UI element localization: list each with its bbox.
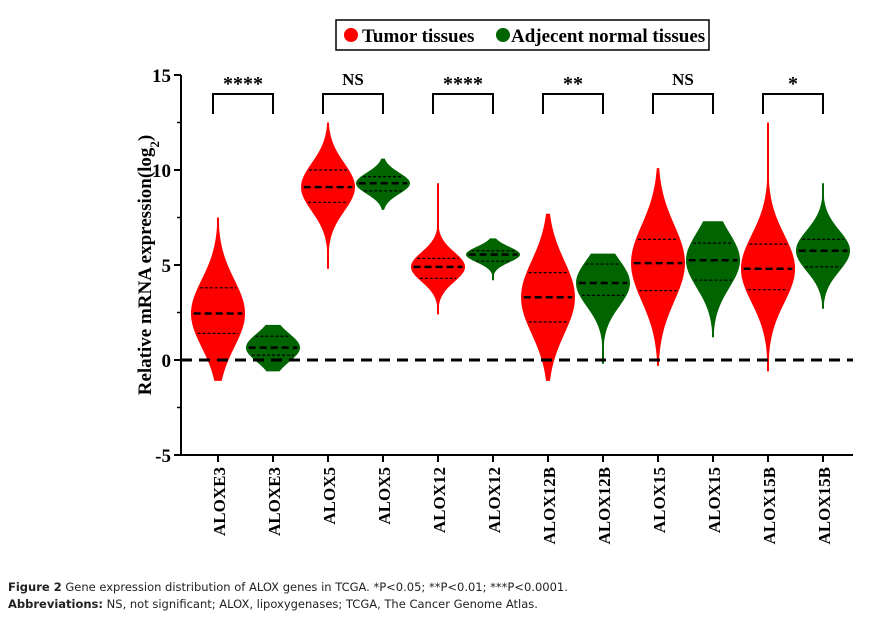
x-tick-label: ALOXE3	[265, 467, 284, 536]
x-tick-label: ALOX12	[430, 467, 449, 533]
x-tick-label: ALOX12B	[595, 467, 614, 544]
abbreviations-text: NS, not significant; ALOX, lipoxygenases…	[103, 597, 538, 611]
significance-brackets: **** NS **** ** NS *	[212, 70, 824, 114]
violin	[191, 217, 245, 381]
significance-bracket	[432, 93, 494, 114]
x-tick-label: ALOX5	[375, 467, 394, 525]
significance-label: **	[563, 73, 583, 95]
significance-label: *	[788, 73, 798, 95]
violin-body	[411, 183, 465, 315]
violin	[466, 238, 520, 281]
violin	[741, 122, 795, 372]
violin	[686, 221, 740, 338]
significance-label: ****	[223, 73, 263, 95]
violin-body	[191, 217, 245, 381]
legend-marker-normal	[496, 28, 510, 42]
x-tick-label: ALOXE3	[210, 467, 229, 536]
violin-body	[796, 183, 850, 309]
legend-box	[335, 19, 710, 51]
significance-bracket	[652, 93, 714, 114]
violin	[796, 183, 850, 309]
x-tick-label: ALOX15	[650, 467, 669, 533]
violin-body	[741, 122, 795, 372]
y-tick-label: 15	[152, 66, 171, 87]
significance-bracket	[762, 93, 824, 114]
y-tick-label: 5	[162, 256, 172, 277]
violin	[631, 168, 685, 366]
abbreviations-label: Abbreviations:	[8, 597, 104, 611]
violin	[576, 253, 630, 364]
legend-marker-tumor	[344, 28, 358, 42]
axes: -5 0 5 10 15 ALOXE3 ALOXE3 ALOX5 ALOX5 ALOX12 ALOX…	[152, 66, 853, 544]
y-tick-label: 0	[162, 351, 172, 372]
legend-label-normal: Adjecent normal tissues	[511, 26, 705, 47]
violin-chart: Tumor tissues Adjecent normal tissues Re…	[135, 19, 853, 544]
y-tick-label: 10	[152, 161, 171, 182]
violin	[301, 122, 355, 269]
x-tick-label: ALOX5	[320, 467, 339, 525]
violin-body	[301, 122, 355, 269]
significance-bracket	[542, 93, 604, 114]
significance-label: ****	[443, 73, 483, 95]
y-axis-label-subscript: 2	[147, 141, 162, 148]
significance-label: NS	[342, 70, 364, 89]
violin	[246, 324, 300, 372]
violin	[356, 158, 410, 210]
figure-caption-text: Gene expression distribution of ALOX gen…	[61, 580, 568, 594]
violin	[521, 213, 575, 381]
x-tick-label: ALOX12	[485, 467, 504, 533]
significance-bracket	[322, 93, 384, 114]
y-axis-label-close: )	[135, 135, 156, 141]
violins	[191, 122, 850, 381]
abbreviations-caption: Abbreviations: NS, not significant; ALOX…	[8, 597, 538, 611]
figure-caption: Figure 2 Gene expression distribution of…	[8, 580, 568, 594]
violin-body	[576, 253, 630, 364]
violin-body	[631, 168, 685, 366]
significance-label: NS	[672, 70, 694, 89]
x-tick-label: ALOX15	[705, 467, 724, 533]
violin-body	[466, 238, 520, 281]
legend: Tumor tissues Adjecent normal tissues	[335, 19, 710, 51]
y-tick-label: -5	[155, 446, 171, 467]
x-tick-label: ALOX12B	[540, 467, 559, 544]
violin	[411, 183, 465, 315]
y-axis-label-main: Relative mRNA expression(log	[135, 147, 156, 395]
legend-label-tumor: Tumor tissues	[362, 26, 474, 47]
figure-label: Figure 2	[8, 580, 62, 594]
significance-bracket	[212, 93, 274, 114]
y-axis-label: Relative mRNA expression(log2)	[135, 135, 162, 396]
violin-body	[686, 221, 740, 338]
x-tick-label: ALOX15B	[760, 467, 779, 544]
x-tick-label: ALOX15B	[815, 467, 834, 544]
